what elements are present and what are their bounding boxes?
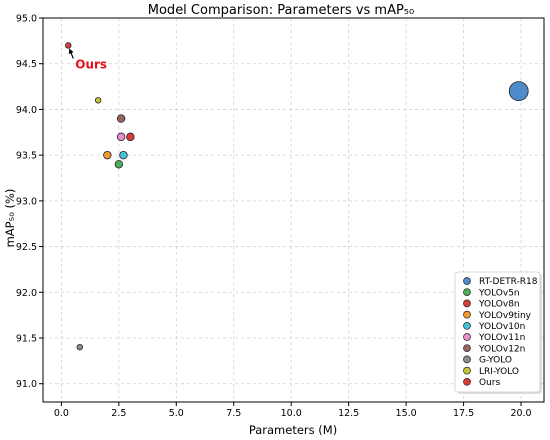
- y-axis-title: mAP₅₀ (%): [3, 189, 17, 248]
- legend-label-lri-yolo: LRI-YOLO: [479, 367, 519, 377]
- y-tick-label: 93.0: [16, 196, 37, 207]
- axis-ticks: 0.0 2.5 5.0 7.5 10.0 12.5 15.0 17.5 20.0 91.0 91.5…: [16, 14, 532, 420]
- y-tick-label: 94.5: [16, 59, 37, 70]
- annotation-label: Ours: [75, 57, 107, 71]
- x-tick-label: 15.0: [396, 408, 417, 419]
- legend-marker-ours: [463, 377, 471, 386]
- x-tick-label: 5.0: [169, 408, 184, 419]
- legend-marker-g-yolo: [463, 355, 471, 364]
- x-tick-label: 2.5: [111, 408, 126, 419]
- x-tick-label: 20.0: [510, 408, 531, 419]
- y-tick-label: 95.0: [16, 14, 37, 25]
- legend-marker-yolov10n: [463, 321, 471, 330]
- data-point-yolov10n: [119, 150, 128, 160]
- data-point-rt-detr-r18: [508, 81, 529, 102]
- legend-marker-yolov8n: [463, 299, 471, 308]
- legend-box: [454, 271, 541, 393]
- data-point-yolov5n: [114, 160, 124, 169]
- data-point-g-yolo: [76, 343, 83, 351]
- y-tick-label: 92.0: [16, 288, 37, 299]
- x-tick-label: 17.5: [453, 408, 474, 419]
- y-tick-label: 93.5: [16, 151, 37, 162]
- y-tick-label: 94.0: [16, 105, 37, 116]
- legend-marker-lri-yolo: [463, 366, 471, 375]
- legend: RT-DETR-R18YOLOv5nYOLOv8nYOLOv9tinyYOLOv…: [454, 271, 542, 394]
- x-tick-label: 12.5: [338, 408, 359, 419]
- annotation-arrow-head: [68, 48, 74, 55]
- annotation: Ours: [68, 48, 107, 71]
- data-point-yolov9tiny: [103, 150, 112, 160]
- legend-label-yolov12n: YOLOv12n: [478, 344, 525, 354]
- data-point-yolov8n: [126, 132, 135, 142]
- data-point-yolov12n: [116, 114, 126, 123]
- legend-marker-yolov9tiny: [463, 310, 471, 319]
- legend-label-yolov5n: YOLOv5n: [478, 288, 520, 298]
- y-tick-label: 91.0: [16, 379, 37, 390]
- legend-marker-yolov5n: [463, 288, 471, 297]
- legend-label-yolov11n: YOLOv11n: [478, 333, 525, 343]
- chart-title: Model Comparison: Parameters vs mAP₅₀: [148, 3, 414, 18]
- legend-marker-yolov11n: [463, 333, 471, 341]
- x-tick-label: 0.0: [54, 408, 69, 419]
- y-tick-label: 92.5: [16, 242, 37, 253]
- legend-label-g-yolo: G-YOLO: [479, 356, 512, 366]
- legend-label-rt-detr-r18: RT-DETR-R18: [479, 277, 538, 287]
- legend-marker-rt-detr-r18: [463, 277, 471, 285]
- x-tick-label: 7.5: [226, 408, 241, 419]
- legend-label-ours: Ours: [479, 378, 500, 388]
- legend-label-yolov8n: YOLOv8n: [478, 300, 520, 310]
- data-points: [65, 42, 529, 351]
- data-point-lri-yolo: [94, 97, 102, 104]
- x-axis-title: Parameters (M): [249, 423, 337, 437]
- x-tick-label: 10.0: [281, 408, 302, 419]
- legend-label-yolov10n: YOLOv10n: [478, 322, 525, 332]
- data-point-ours: [65, 42, 72, 49]
- y-tick-label: 91.5: [16, 334, 37, 345]
- data-point-yolov11n: [116, 132, 126, 142]
- plot-frame: [42, 17, 545, 403]
- legend-marker-yolov12n: [463, 344, 471, 353]
- legend-label-yolov9tiny: YOLOv9tiny: [478, 311, 532, 321]
